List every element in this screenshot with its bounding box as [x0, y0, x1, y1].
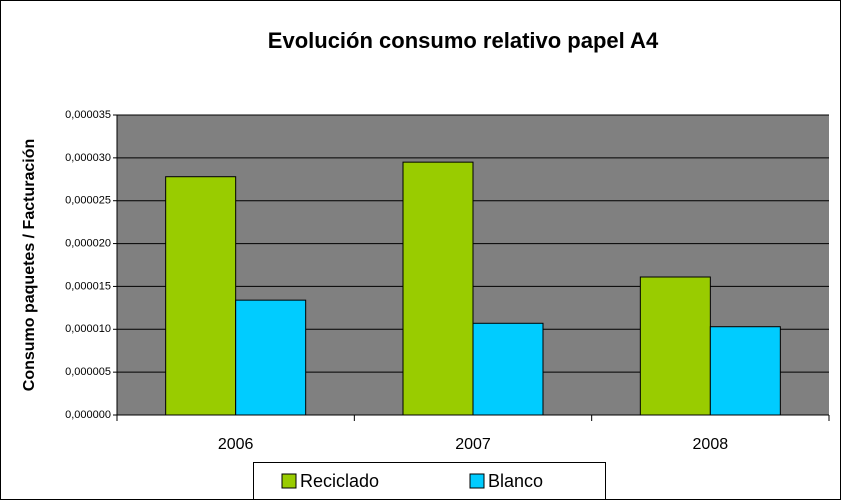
y-tick-label: 0,000035 — [65, 109, 111, 121]
bar — [165, 176, 237, 416]
y-tick-label: 0,000010 — [65, 323, 111, 335]
bar — [639, 276, 711, 416]
y-tick-label: 0,000000 — [65, 409, 111, 421]
y-tick-label: 0,000020 — [65, 237, 111, 249]
x-tick-label: 2007 — [455, 436, 491, 453]
chart-title: Evolución consumo relativo papel A4 — [268, 28, 659, 53]
x-tick-label: 2008 — [693, 436, 729, 453]
y-tick-label: 0,000030 — [65, 152, 111, 164]
y-tick-label: 0,000005 — [65, 366, 111, 378]
legend-swatch — [281, 473, 297, 489]
y-axis-label: Consumo paquetes / Facturación — [21, 139, 38, 391]
y-tick-label: 0,000015 — [65, 280, 111, 292]
y-tick-label: 0,000025 — [65, 195, 111, 207]
bar — [472, 322, 544, 416]
legend-label: Blanco — [488, 471, 543, 491]
bar — [709, 326, 781, 416]
legend-swatch — [469, 473, 485, 489]
x-tick-label: 2006 — [218, 436, 254, 453]
bar — [235, 299, 307, 416]
bar — [402, 161, 474, 416]
legend-label: Reciclado — [300, 471, 379, 491]
